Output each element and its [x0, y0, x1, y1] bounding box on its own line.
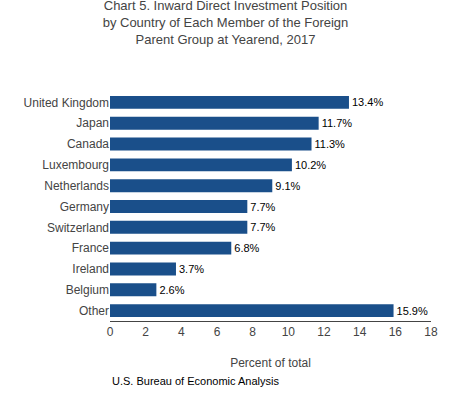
svg-text:8: 8	[249, 325, 256, 339]
svg-text:Other: Other	[79, 304, 109, 318]
svg-text:Canada: Canada	[67, 137, 109, 151]
svg-text:13.4%: 13.4%	[352, 96, 383, 108]
svg-text:U.S. Bureau of Economic Analys: U.S. Bureau of Economic Analysis	[112, 375, 279, 387]
svg-text:15.9%: 15.9%	[397, 305, 428, 317]
svg-text:11.7%: 11.7%	[322, 117, 353, 129]
svg-text:France: France	[72, 241, 110, 255]
svg-text:Chart 5. Inward Direct Investm: Chart 5. Inward Direct Investment Positi…	[103, 0, 349, 47]
svg-text:10: 10	[282, 325, 296, 339]
svg-text:9.1%: 9.1%	[275, 180, 300, 192]
svg-text:Japan: Japan	[76, 116, 109, 130]
svg-text:2: 2	[142, 325, 149, 339]
svg-text:7.7%: 7.7%	[250, 221, 275, 233]
svg-text:2.6%: 2.6%	[159, 284, 184, 296]
svg-text:Belgium: Belgium	[66, 283, 109, 297]
svg-text:12: 12	[317, 325, 331, 339]
svg-text:11.3%: 11.3%	[315, 138, 346, 150]
svg-text:14: 14	[353, 325, 367, 339]
svg-text:18: 18	[424, 325, 438, 339]
svg-text:0: 0	[107, 325, 114, 339]
svg-text:Switzerland: Switzerland	[47, 221, 109, 235]
svg-text:Germany: Germany	[60, 200, 109, 214]
svg-text:United Kingdom: United Kingdom	[24, 96, 109, 110]
svg-text:Luxembourg: Luxembourg	[42, 158, 109, 172]
svg-text:16: 16	[389, 325, 403, 339]
svg-text:3.7%: 3.7%	[179, 263, 204, 275]
svg-text:Netherlands: Netherlands	[44, 179, 109, 193]
svg-text:6.8%: 6.8%	[234, 242, 259, 254]
svg-text:4: 4	[178, 325, 185, 339]
svg-text:7.7%: 7.7%	[250, 201, 275, 213]
svg-text:10.2%: 10.2%	[295, 159, 326, 171]
svg-text:Percent of total: Percent of total	[230, 356, 311, 370]
svg-text:6: 6	[214, 325, 221, 339]
svg-text:Ireland: Ireland	[72, 262, 109, 276]
